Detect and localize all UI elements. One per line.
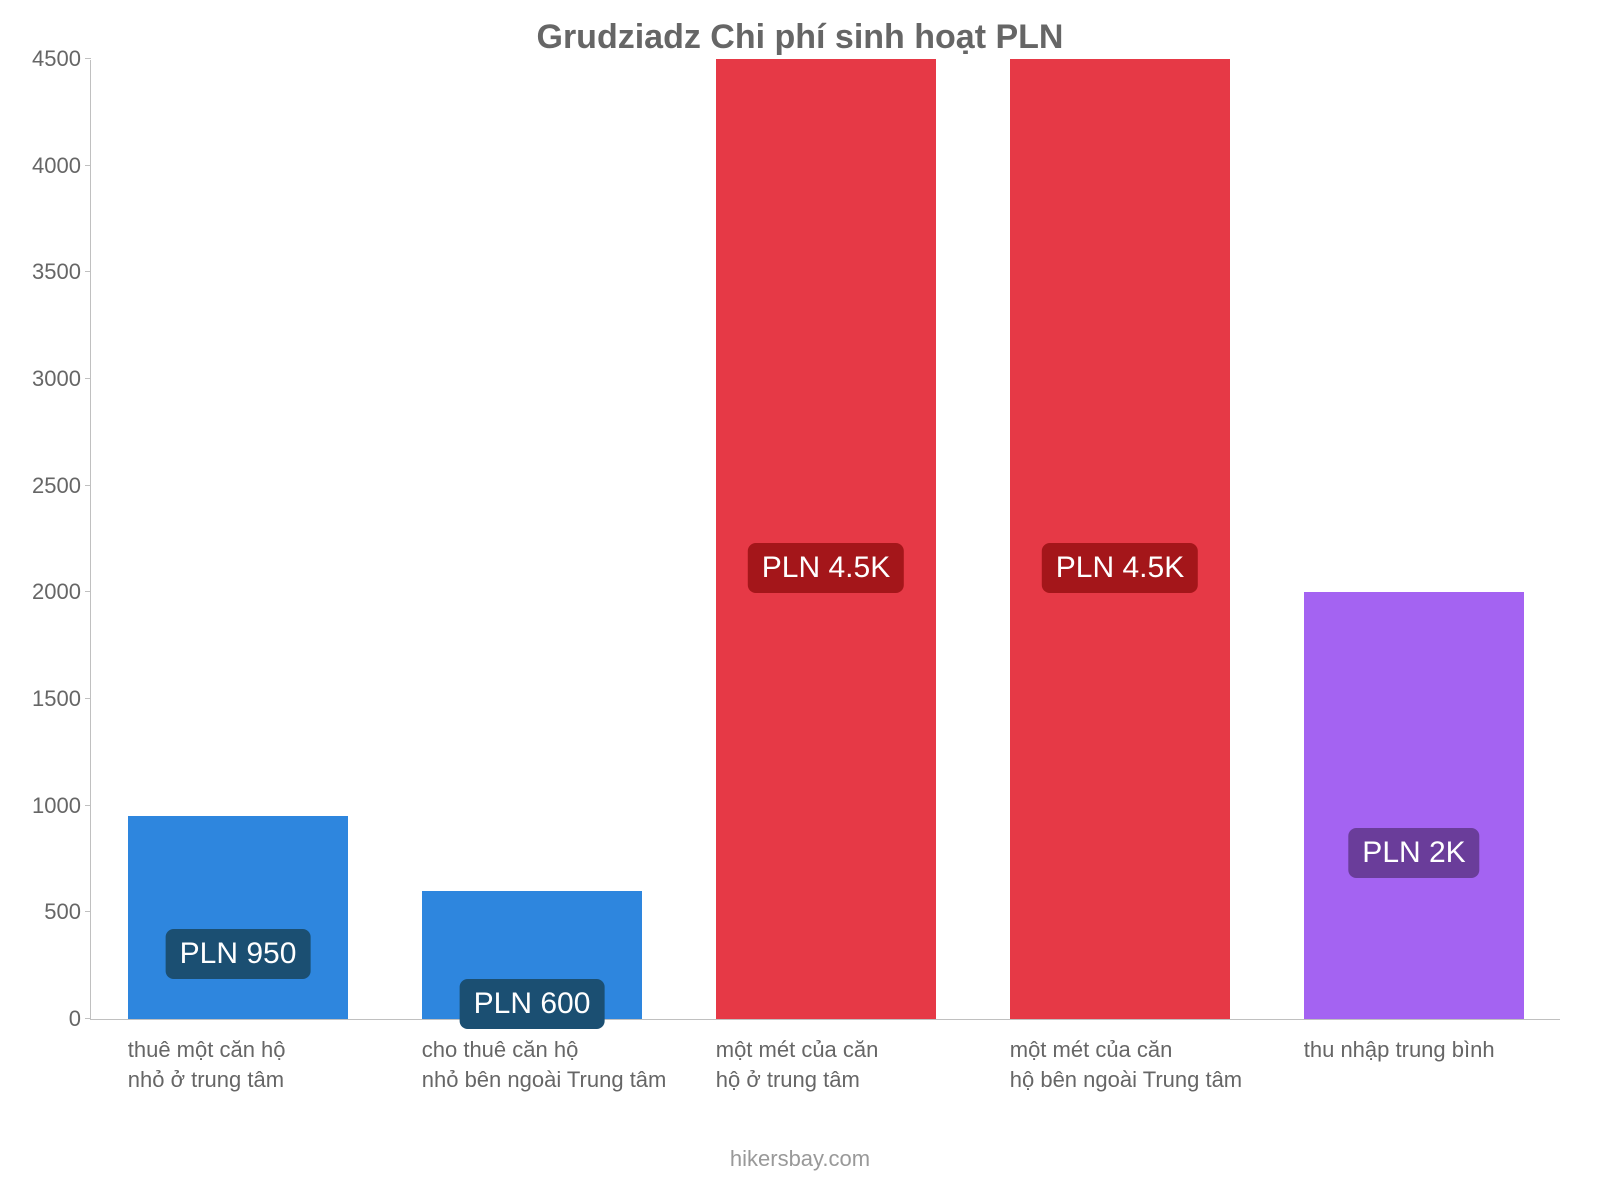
bar-value-badge: PLN 4.5K xyxy=(748,543,904,593)
x-category-line2: nhỏ bên ngoài Trung tâm xyxy=(422,1065,682,1095)
bar-value-badge: PLN 600 xyxy=(460,979,605,1029)
x-category-line1: thu nhập trung bình xyxy=(1304,1035,1564,1065)
y-tick-mark xyxy=(85,591,91,592)
y-tick-label: 0 xyxy=(21,1006,81,1032)
y-tick-mark xyxy=(85,805,91,806)
y-tick-mark xyxy=(85,911,91,912)
y-tick-mark xyxy=(85,165,91,166)
bar-value-badge: PLN 2K xyxy=(1348,828,1479,878)
chart-footer: hikersbay.com xyxy=(0,1146,1600,1172)
x-category-label: thu nhập trung bình xyxy=(1304,1035,1564,1065)
x-category-line1: thuê một căn hộ xyxy=(128,1035,388,1065)
x-category-line2: hộ bên ngoài Trung tâm xyxy=(1010,1065,1270,1095)
bar xyxy=(1304,592,1525,1019)
bar xyxy=(128,816,349,1019)
y-tick-mark xyxy=(85,271,91,272)
y-tick-label: 4500 xyxy=(21,46,81,72)
y-tick-label: 4000 xyxy=(21,153,81,179)
y-tick-label: 500 xyxy=(21,899,81,925)
cost-of-living-chart: Grudziadz Chi phí sinh hoạt PLN 05001000… xyxy=(0,0,1600,1200)
x-category-label: một mét của cănhộ ở trung tâm xyxy=(716,1035,976,1094)
plot-area: 050010001500200025003000350040004500PLN … xyxy=(90,60,1560,1020)
bar xyxy=(1010,59,1231,1019)
y-tick-label: 1500 xyxy=(21,686,81,712)
x-category-line2: nhỏ ở trung tâm xyxy=(128,1065,388,1095)
x-category-label: thuê một căn hộnhỏ ở trung tâm xyxy=(128,1035,388,1094)
y-tick-mark xyxy=(85,378,91,379)
y-tick-mark xyxy=(85,1018,91,1019)
bar-value-badge: PLN 4.5K xyxy=(1042,543,1198,593)
y-tick-label: 3500 xyxy=(21,259,81,285)
y-tick-mark xyxy=(85,485,91,486)
x-category-label: một mét của cănhộ bên ngoài Trung tâm xyxy=(1010,1035,1270,1094)
chart-title: Grudziadz Chi phí sinh hoạt PLN xyxy=(0,18,1600,57)
x-category-line1: một mét của căn xyxy=(716,1035,976,1065)
bar xyxy=(716,59,937,1019)
y-tick-label: 2500 xyxy=(21,473,81,499)
x-category-label: cho thuê căn hộnhỏ bên ngoài Trung tâm xyxy=(422,1035,682,1094)
y-tick-mark xyxy=(85,698,91,699)
x-category-line1: cho thuê căn hộ xyxy=(422,1035,682,1065)
y-tick-label: 3000 xyxy=(21,366,81,392)
y-tick-label: 1000 xyxy=(21,793,81,819)
y-tick-mark xyxy=(85,58,91,59)
bar-value-badge: PLN 950 xyxy=(166,929,311,979)
x-category-line2: hộ ở trung tâm xyxy=(716,1065,976,1095)
y-tick-label: 2000 xyxy=(21,579,81,605)
x-category-line1: một mét của căn xyxy=(1010,1035,1270,1065)
